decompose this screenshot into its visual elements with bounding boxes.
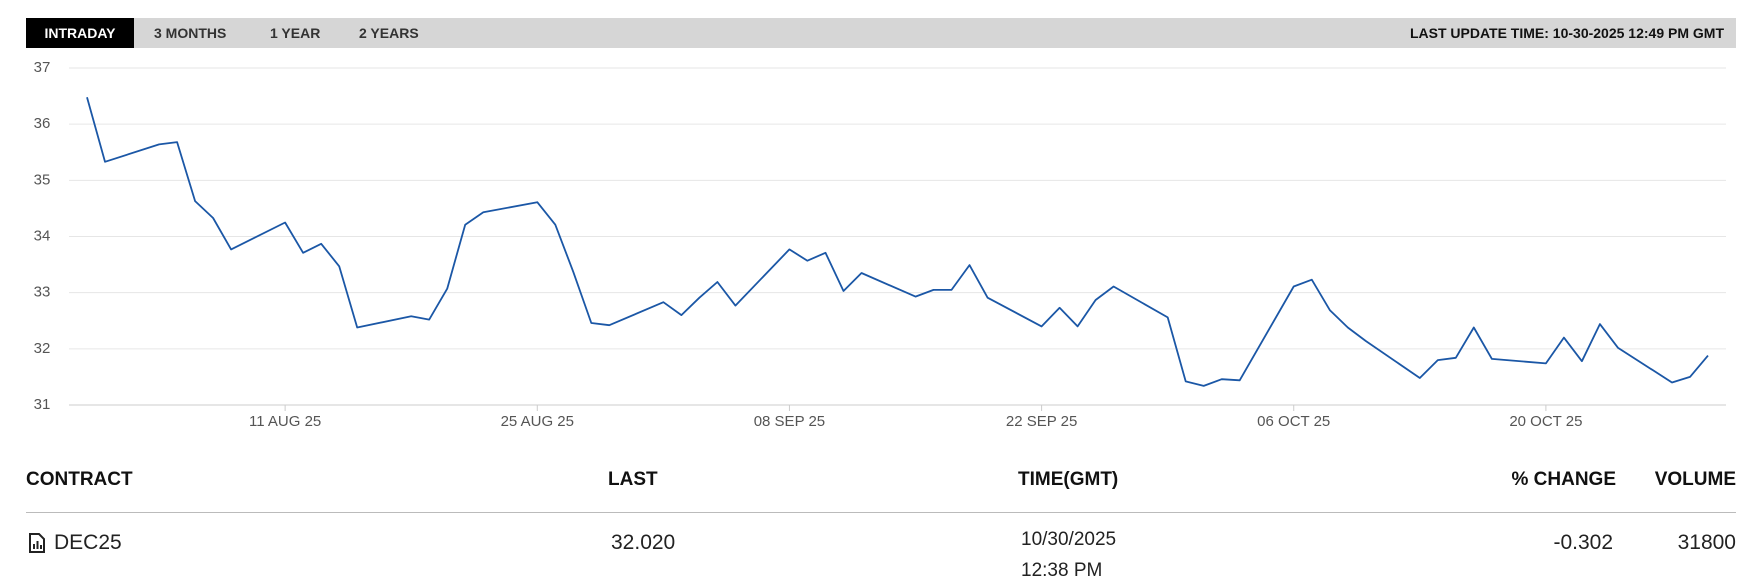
date: 10/30/2025 [1021,529,1117,550]
y-tick-label: 34 [34,227,51,244]
tab[interactable]: 2 YEARS [359,25,419,41]
column-header: LAST [608,469,658,490]
y-tick-label: 33 [34,284,51,301]
x-tick-label: 11 AUG 25 [249,413,321,430]
column-header: % CHANGE [1511,469,1616,490]
tab[interactable]: INTRADAY [26,18,134,48]
x-tick-label: 22 SEP 25 [1006,413,1077,430]
volume: 31800 [1677,531,1736,554]
y-tick-label: 35 [34,171,51,188]
last-price: 32.020 [611,531,676,554]
percent-change: -0.302 [1553,531,1613,554]
divider [26,512,1736,513]
file-icon [29,533,45,553]
column-header: TIME(GMT) [1018,469,1119,490]
last-update: LAST UPDATE TIME: 10-30-2025 12:49 PM GM… [1409,25,1724,41]
y-tick-label: 37 [34,59,51,76]
time: 12:38 PM [1021,560,1103,581]
price-line [86,96,1709,387]
x-tick-label: 25 AUG 25 [501,413,574,430]
tab[interactable]: 1 YEAR [270,25,321,41]
y-tick-label: 31 [34,396,51,413]
tab[interactable]: 3 MONTHS [154,25,227,41]
column-header: VOLUME [1654,469,1736,490]
y-tick-label: 36 [34,115,51,132]
chart: 31 32 33 34 35 36 37 11 AUG 25 25 AUG 25 08 SEP 2… [34,59,1726,430]
x-tick-label: 08 SEP 25 [754,413,825,430]
tab-bar: INTRADAY 3 MONTHS 1 YEAR 2 YEARS LAST UP… [26,18,1736,48]
x-tick-label: 06 OCT 25 [1257,413,1330,430]
column-header: CONTRACT [26,469,133,490]
y-tick-label: 32 [34,340,51,357]
contract[interactable]: DEC25 [54,531,122,554]
x-tick-label: 20 OCT 25 [1509,413,1582,430]
